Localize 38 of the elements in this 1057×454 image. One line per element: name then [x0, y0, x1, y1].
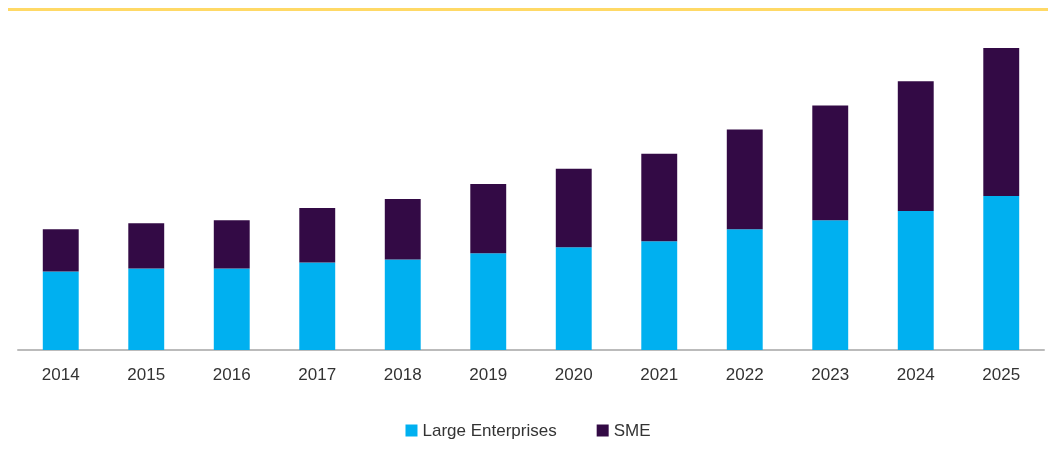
- bar: [897, 211, 934, 350]
- x-tick-label: 2023: [811, 365, 850, 384]
- x-tick-label: 2024: [896, 365, 935, 384]
- x-tick-label: 2025: [982, 365, 1021, 384]
- bar: [983, 48, 1020, 196]
- x-tick-label: 2016: [212, 365, 251, 384]
- bar: [641, 241, 678, 350]
- bar: [128, 268, 165, 350]
- bar: [470, 253, 507, 350]
- x-tick-label: 2014: [41, 365, 80, 384]
- bar: [812, 220, 849, 350]
- bar: [641, 153, 678, 242]
- x-tick-label: 2017: [298, 365, 337, 384]
- bar: [555, 168, 592, 248]
- x-tick-label: 2018: [383, 365, 422, 384]
- bar: [983, 195, 1020, 350]
- bar: [42, 229, 79, 272]
- x-tick-label: 2020: [554, 365, 593, 384]
- legend-label: Large Enterprises: [422, 421, 557, 440]
- bar: [42, 271, 79, 350]
- bar: [299, 208, 336, 263]
- bar: [726, 129, 763, 230]
- bar: [213, 220, 250, 269]
- bar: [470, 183, 507, 254]
- x-tick-label: 2015: [127, 365, 166, 384]
- bar: [384, 199, 421, 260]
- bar: [213, 268, 250, 350]
- x-tick-label: 2022: [725, 365, 764, 384]
- bar: [384, 259, 421, 350]
- bar: [128, 223, 165, 269]
- bar: [555, 247, 592, 350]
- bar: [812, 105, 849, 221]
- bar: [299, 262, 336, 350]
- bar: [726, 229, 763, 350]
- x-tick-label: 2019: [469, 365, 508, 384]
- x-tick-label: 2021: [640, 365, 679, 384]
- legend-label: SME: [613, 421, 651, 440]
- bar: [897, 81, 934, 212]
